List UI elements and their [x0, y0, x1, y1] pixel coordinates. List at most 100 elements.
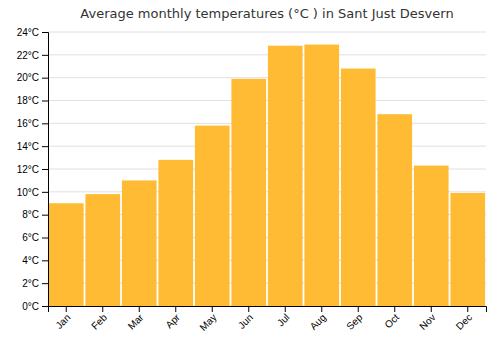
y-tick-label: 18°C: [17, 95, 39, 106]
y-tick: 20°C: [17, 72, 48, 83]
grid-line: [48, 54, 486, 55]
bar: [268, 46, 303, 306]
y-tick: 22°C: [17, 50, 48, 61]
x-tick: Dec: [454, 306, 474, 332]
x-axis: Jan Feb Mar Apr May Jun Jul Aug Sep Oct Nov Dec: [49, 306, 487, 333]
x-tick-mark: [66, 306, 67, 312]
grid-line: [48, 123, 486, 124]
y-tick: 24°C: [17, 27, 48, 38]
y-tick-label: 20°C: [17, 72, 39, 83]
grid-line: [48, 77, 486, 78]
x-tick-mark: [431, 306, 432, 312]
x-tick-mark: [212, 306, 213, 312]
bar: [85, 194, 120, 306]
x-tick: Oct: [382, 306, 401, 330]
y-tick: 16°C: [17, 118, 48, 129]
x-tick: Jan: [53, 306, 72, 331]
bar: [49, 203, 84, 306]
x-tick-mark: [139, 306, 140, 312]
y-tick: 10°C: [17, 187, 48, 198]
y-tick: 8°C: [22, 209, 48, 220]
x-tick-mark: [358, 306, 359, 312]
x-tick-label: Mar: [126, 311, 146, 331]
y-tick-mark: [42, 260, 48, 261]
y-tick-label: 4°C: [22, 255, 39, 266]
axis-line: [42, 33, 49, 307]
y-tick-label: 6°C: [22, 232, 39, 243]
x-tick-label: Sep: [344, 311, 365, 332]
y-tick-label: 16°C: [17, 118, 39, 129]
x-tick-label: Feb: [89, 311, 109, 331]
y-tick: 2°C: [22, 278, 48, 289]
x-tick-label: Oct: [382, 312, 401, 331]
x-tick: Mar: [126, 306, 146, 332]
y-tick: 14°C: [17, 141, 48, 152]
bar: [450, 193, 485, 306]
y-tick: 4°C: [22, 255, 48, 266]
y-tick-mark: [42, 146, 48, 147]
y-tick-mark: [42, 55, 48, 56]
y-tick-label: 10°C: [17, 187, 39, 198]
y-tick-label: 22°C: [17, 50, 39, 61]
bar: [414, 166, 449, 306]
x-tick-label: May: [197, 312, 218, 333]
bar: [377, 114, 412, 306]
x-tick-label: Dec: [454, 312, 474, 332]
x-tick: Apr: [163, 306, 182, 330]
y-tick: 0°C: [22, 301, 48, 312]
y-tick-mark: [42, 192, 48, 193]
plot: 0°C 2°C 4°C 6°C 8°C 10°C 12°C 14°C 16°C 18°C 20°C 2…: [17, 27, 487, 333]
x-tick-label: Jun: [236, 312, 255, 331]
y-tick-mark: [42, 238, 48, 239]
bars: [49, 45, 485, 306]
bar: [122, 180, 157, 306]
x-tick-mark: [285, 306, 286, 312]
x-tick-label: Jan: [53, 312, 72, 331]
x-tick: Jun: [236, 306, 255, 331]
x-tick: Aug: [308, 306, 328, 332]
y-tick-mark: [42, 306, 48, 307]
x-tick-mark: [467, 306, 468, 312]
x-tick-label: Aug: [308, 312, 328, 332]
bar: [158, 160, 193, 306]
x-tick: Jul: [275, 306, 292, 328]
x-tick-mark: [321, 306, 322, 312]
x-tick-mark: [394, 306, 395, 312]
y-tick: 18°C: [17, 95, 48, 106]
grid: [48, 32, 486, 306]
x-tick: Feb: [89, 306, 109, 332]
x-tick-label: Nov: [417, 312, 437, 332]
x-tick: Nov: [417, 306, 437, 332]
y-tick-label: 8°C: [22, 209, 39, 220]
x-tick: Sep: [344, 306, 365, 332]
y-tick-mark: [42, 101, 48, 102]
bar: [231, 79, 266, 306]
y-tick-mark: [42, 32, 48, 33]
y-tick: 12°C: [17, 164, 48, 175]
y-tick-mark: [42, 215, 48, 216]
bar: [195, 126, 230, 306]
axis-line: [49, 307, 487, 313]
y-tick-label: 2°C: [22, 278, 39, 289]
x-tick-mark: [248, 306, 249, 312]
chart: Average monthly temperatures (°C ) in Sa…: [0, 0, 500, 350]
x-tick-mark: [175, 306, 176, 312]
y-tick-label: 24°C: [17, 27, 39, 38]
grid-line: [48, 32, 486, 33]
y-tick-mark: [42, 283, 48, 284]
bar: [341, 69, 376, 306]
y-tick: 6°C: [22, 232, 48, 243]
bar: [304, 45, 339, 306]
y-tick-label: 12°C: [17, 164, 39, 175]
y-axis: 0°C 2°C 4°C 6°C 8°C 10°C 12°C 14°C 16°C 18°C 20°C 2…: [17, 27, 49, 312]
x-tick: May: [197, 306, 218, 333]
x-tick-label: Apr: [163, 311, 182, 330]
y-tick-mark: [42, 78, 48, 79]
y-tick-mark: [42, 123, 48, 124]
y-tick-mark: [42, 169, 48, 170]
x-tick-mark: [102, 306, 103, 312]
y-tick-label: 14°C: [17, 141, 39, 152]
x-tick-label: Jul: [275, 312, 292, 329]
title: Average monthly temperatures (°C ) in Sa…: [80, 6, 453, 21]
grid-line: [48, 100, 486, 101]
